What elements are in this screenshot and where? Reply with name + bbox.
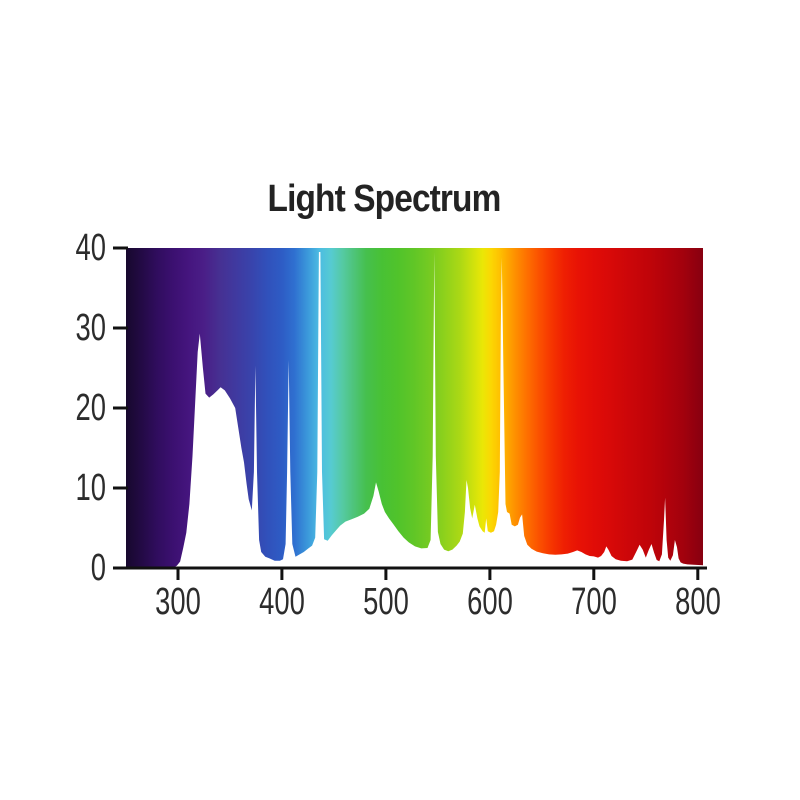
y-tick-label: 20 (75, 387, 106, 429)
x-tick-label: 700 (571, 581, 617, 623)
x-tick-label: 600 (467, 581, 513, 623)
y-tick-label: 30 (75, 307, 106, 349)
y-tick-label: 10 (75, 467, 106, 509)
y-tick-label: 40 (75, 227, 106, 269)
x-tick-label: 300 (155, 581, 201, 623)
x-tick-label: 400 (259, 581, 305, 623)
y-tick-label: 0 (90, 547, 106, 589)
x-tick-label: 500 (363, 581, 409, 623)
chart-title: Light Spectrum (267, 178, 502, 220)
x-tick-label: 800 (674, 581, 721, 623)
